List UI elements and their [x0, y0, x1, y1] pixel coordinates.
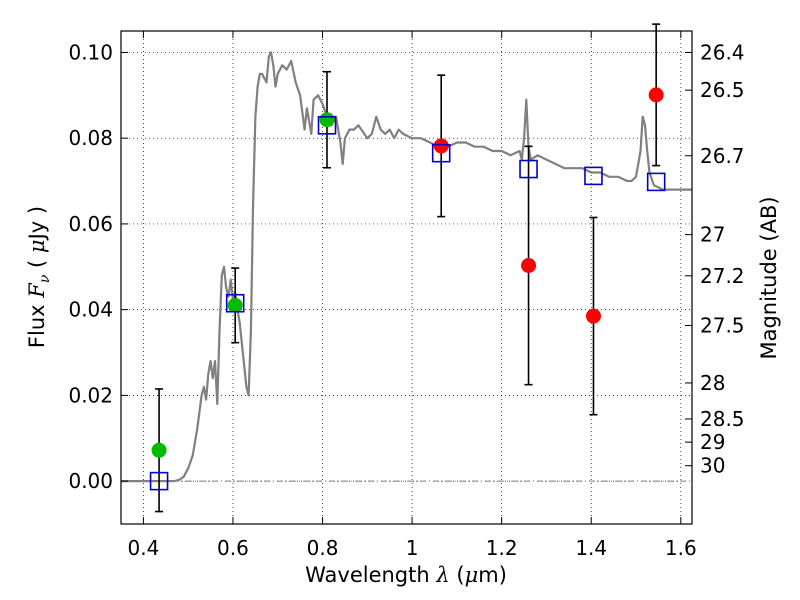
error-bars: [155, 23, 661, 513]
model-photometry-square: [225, 293, 245, 313]
red-data-point: [648, 87, 664, 103]
plot-frame: [120, 30, 693, 525]
magnitude-tick-label-5: 27.5: [700, 314, 745, 338]
red-data-point: [585, 308, 601, 324]
red-data-point: [521, 257, 537, 273]
axis-ticks: [121, 31, 692, 524]
red-data-point: [433, 138, 449, 154]
model-photometry-square: [431, 143, 451, 163]
model-photometry-square: [519, 159, 538, 179]
magnitude-tick-label-2: 26.7: [700, 144, 745, 168]
model-photometry-square: [584, 166, 603, 186]
magnitude-tick-label-7: 28.5: [700, 407, 745, 431]
grid-lines: [121, 31, 692, 524]
y-tick-label-1: 0.02: [68, 383, 113, 407]
magnitude-tick-label-3: 27: [700, 223, 725, 247]
y-tick-label-5: 0.10: [68, 40, 113, 64]
x-tick-label-2: 0.8: [307, 536, 339, 560]
y-tick-label-0: 0.00: [68, 469, 113, 493]
y-tick-label-3: 0.06: [68, 212, 113, 236]
x-tick-label-1: 0.6: [217, 536, 249, 560]
y-axis-label: Flux Fν ( μJy ): [25, 206, 53, 348]
x-tick-label-0: 0.4: [127, 536, 159, 560]
x-tick-label-5: 1.4: [575, 536, 607, 560]
y-tick-labels: 0.00 0.02 0.04 0.06 0.08 0.10: [68, 40, 113, 493]
model-sed-line: [121, 51, 692, 483]
y-tick-label-2: 0.04: [68, 298, 113, 322]
magnitude-tick-label-0: 26.4: [700, 40, 745, 64]
model-photometry-square: [317, 116, 337, 135]
x-axis-label: Wavelength λ (μm): [305, 563, 507, 587]
data-markers: [149, 87, 666, 491]
model-photometry-square: [149, 471, 169, 491]
model-photometry-square: [646, 172, 666, 192]
model-sed-series: [121, 51, 692, 483]
magnitude-tick-label-4: 27.2: [700, 264, 745, 288]
green-data-point: [227, 297, 243, 313]
x-tick-label-6: 1.6: [665, 536, 697, 560]
x-tick-labels: 0.4 0.6 0.8 1 1.2 1.4 1.6: [127, 536, 696, 560]
magnitude-tick-label-6: 28: [700, 371, 725, 395]
magnitude-tick-label-9: 30: [700, 454, 725, 478]
green-data-point: [319, 112, 335, 128]
x-tick-label-4: 1.2: [486, 536, 518, 560]
magnitude-axis-label: Magnitude (AB): [757, 196, 781, 359]
y-tick-label-4: 0.08: [68, 126, 113, 150]
x-tick-label-3: 1: [406, 536, 419, 560]
green-data-point: [151, 442, 167, 458]
magnitude-tick-label-8: 29: [700, 430, 725, 454]
magnitude-tick-label-1: 26.5: [700, 78, 745, 102]
